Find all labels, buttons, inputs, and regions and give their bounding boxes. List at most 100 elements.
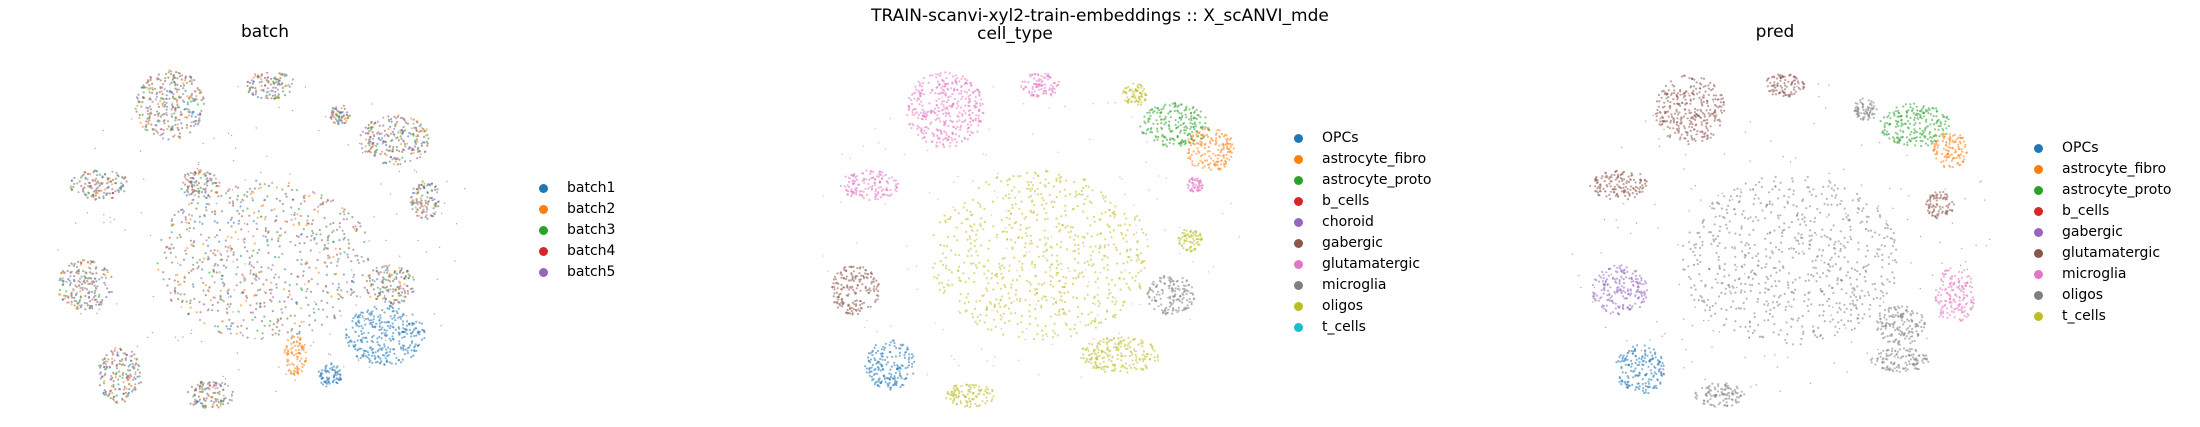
cell-point (75, 300, 78, 303)
cell-point (1158, 175, 1160, 177)
cell-point (347, 336, 350, 339)
cell-point (354, 348, 357, 351)
cell-point (165, 94, 168, 97)
cell-point (180, 113, 183, 116)
cell-point (146, 86, 149, 89)
cell-point (854, 187, 857, 190)
cell-point (1208, 155, 1211, 158)
cell-point (356, 259, 359, 262)
cell-point (214, 177, 217, 180)
cell-point (146, 336, 149, 339)
cell-point (982, 228, 985, 231)
cell-point (1003, 230, 1006, 233)
cell-point (1185, 116, 1188, 119)
cell-point (221, 403, 225, 406)
cell-point (222, 375, 224, 378)
cell-point (1101, 194, 1104, 197)
cell-point (929, 109, 932, 112)
cell-point (954, 74, 957, 77)
cell-point (861, 195, 864, 198)
cell-point (424, 201, 428, 205)
cell-point (296, 355, 299, 359)
cell-point (194, 398, 197, 401)
cell-point (359, 225, 362, 228)
cell-point (908, 123, 911, 126)
cell-point (424, 199, 427, 202)
cell-point (206, 387, 209, 390)
cell-point (345, 328, 348, 331)
cell-point (342, 210, 345, 213)
cell-point (866, 320, 868, 322)
panel-cell-type: cell_type OPCs astrocyte_fibro astrocyte_p… (740, 0, 1480, 427)
cell-point (271, 328, 274, 331)
cell-point (920, 100, 923, 103)
cell-point (408, 131, 411, 135)
cell-point (260, 320, 263, 323)
cell-point (1061, 223, 1064, 227)
cell-point (1184, 125, 1188, 128)
cell-point (204, 252, 207, 255)
cell-point (961, 75, 964, 78)
cell-point (87, 296, 90, 299)
cell-point (1002, 276, 1005, 279)
cell-point (103, 393, 106, 397)
cell-point (1036, 324, 1039, 327)
cell-point (1055, 179, 1058, 182)
cell-point (925, 140, 928, 143)
cell-point (205, 177, 208, 180)
cell-point (1112, 243, 1116, 246)
cell-point (1101, 258, 1104, 261)
cell-point (291, 198, 294, 201)
cell-point (374, 293, 377, 296)
cell-point (913, 115, 916, 117)
cell-point (410, 127, 414, 130)
cell-point (266, 71, 269, 74)
cell-point (182, 258, 186, 261)
cell-point (379, 316, 382, 320)
cell-point (87, 185, 90, 188)
cell-point (1032, 211, 1035, 215)
cell-point (198, 117, 201, 120)
cell-point (947, 138, 950, 141)
cell-point (360, 255, 363, 258)
cell-point (1215, 137, 1218, 140)
cell-point (1107, 243, 1110, 246)
cell-point (415, 129, 418, 132)
cell-point (428, 197, 431, 200)
cell-point (942, 105, 945, 108)
cell-point (96, 174, 99, 177)
cell-point (852, 270, 855, 273)
cell-point (1150, 127, 1153, 130)
cell-point (284, 281, 287, 284)
cell-point (230, 134, 233, 137)
cell-point (97, 196, 100, 199)
cell-point (1000, 180, 1003, 183)
cell-point (1036, 86, 1039, 89)
cell-point (393, 352, 396, 355)
cell-point (335, 114, 339, 117)
cell-point (1168, 120, 1171, 123)
cell-point (847, 176, 850, 179)
cell-point (96, 300, 99, 304)
cell-point (922, 115, 925, 118)
cell-point (1223, 165, 1226, 168)
cell-point (1156, 138, 1159, 141)
cell-point (114, 388, 117, 391)
cell-point (419, 206, 422, 209)
cell-point (1010, 286, 1013, 289)
cell-point (402, 126, 405, 129)
cell-point (1076, 235, 1079, 238)
cell-point (377, 131, 380, 134)
cell-point (186, 179, 189, 182)
cell-point (964, 281, 967, 284)
cell-point (383, 278, 386, 281)
cell-point (95, 181, 98, 184)
cell-point (974, 117, 977, 120)
cell-point (251, 82, 254, 85)
cell-point (319, 372, 322, 375)
cell-point (270, 300, 273, 303)
cell-point (420, 144, 423, 147)
cell-point (170, 127, 173, 130)
cell-point (376, 142, 379, 145)
cell-point (851, 301, 854, 304)
